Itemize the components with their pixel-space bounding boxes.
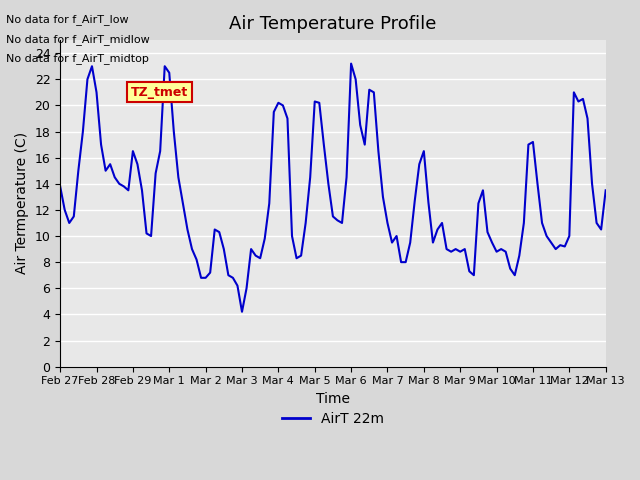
Legend: AirT 22m: AirT 22m: [276, 407, 389, 432]
Text: No data for f_AirT_midtop: No data for f_AirT_midtop: [6, 53, 149, 64]
X-axis label: Time: Time: [316, 392, 350, 406]
Text: No data for f_AirT_midlow: No data for f_AirT_midlow: [6, 34, 150, 45]
Title: Air Temperature Profile: Air Temperature Profile: [229, 15, 436, 33]
Y-axis label: Air Termperature (C): Air Termperature (C): [15, 132, 29, 275]
Text: No data for f_AirT_low: No data for f_AirT_low: [6, 14, 129, 25]
Text: TZ_tmet: TZ_tmet: [131, 85, 188, 98]
